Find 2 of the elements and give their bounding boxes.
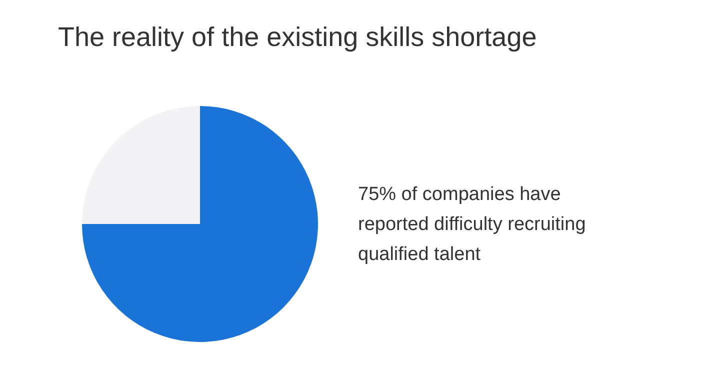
text: 75% of companies have reported difficulty recruiting qualified talent: [358, 183, 587, 267]
chart-title: The reality of the existing skills shortage: [58, 22, 537, 53]
